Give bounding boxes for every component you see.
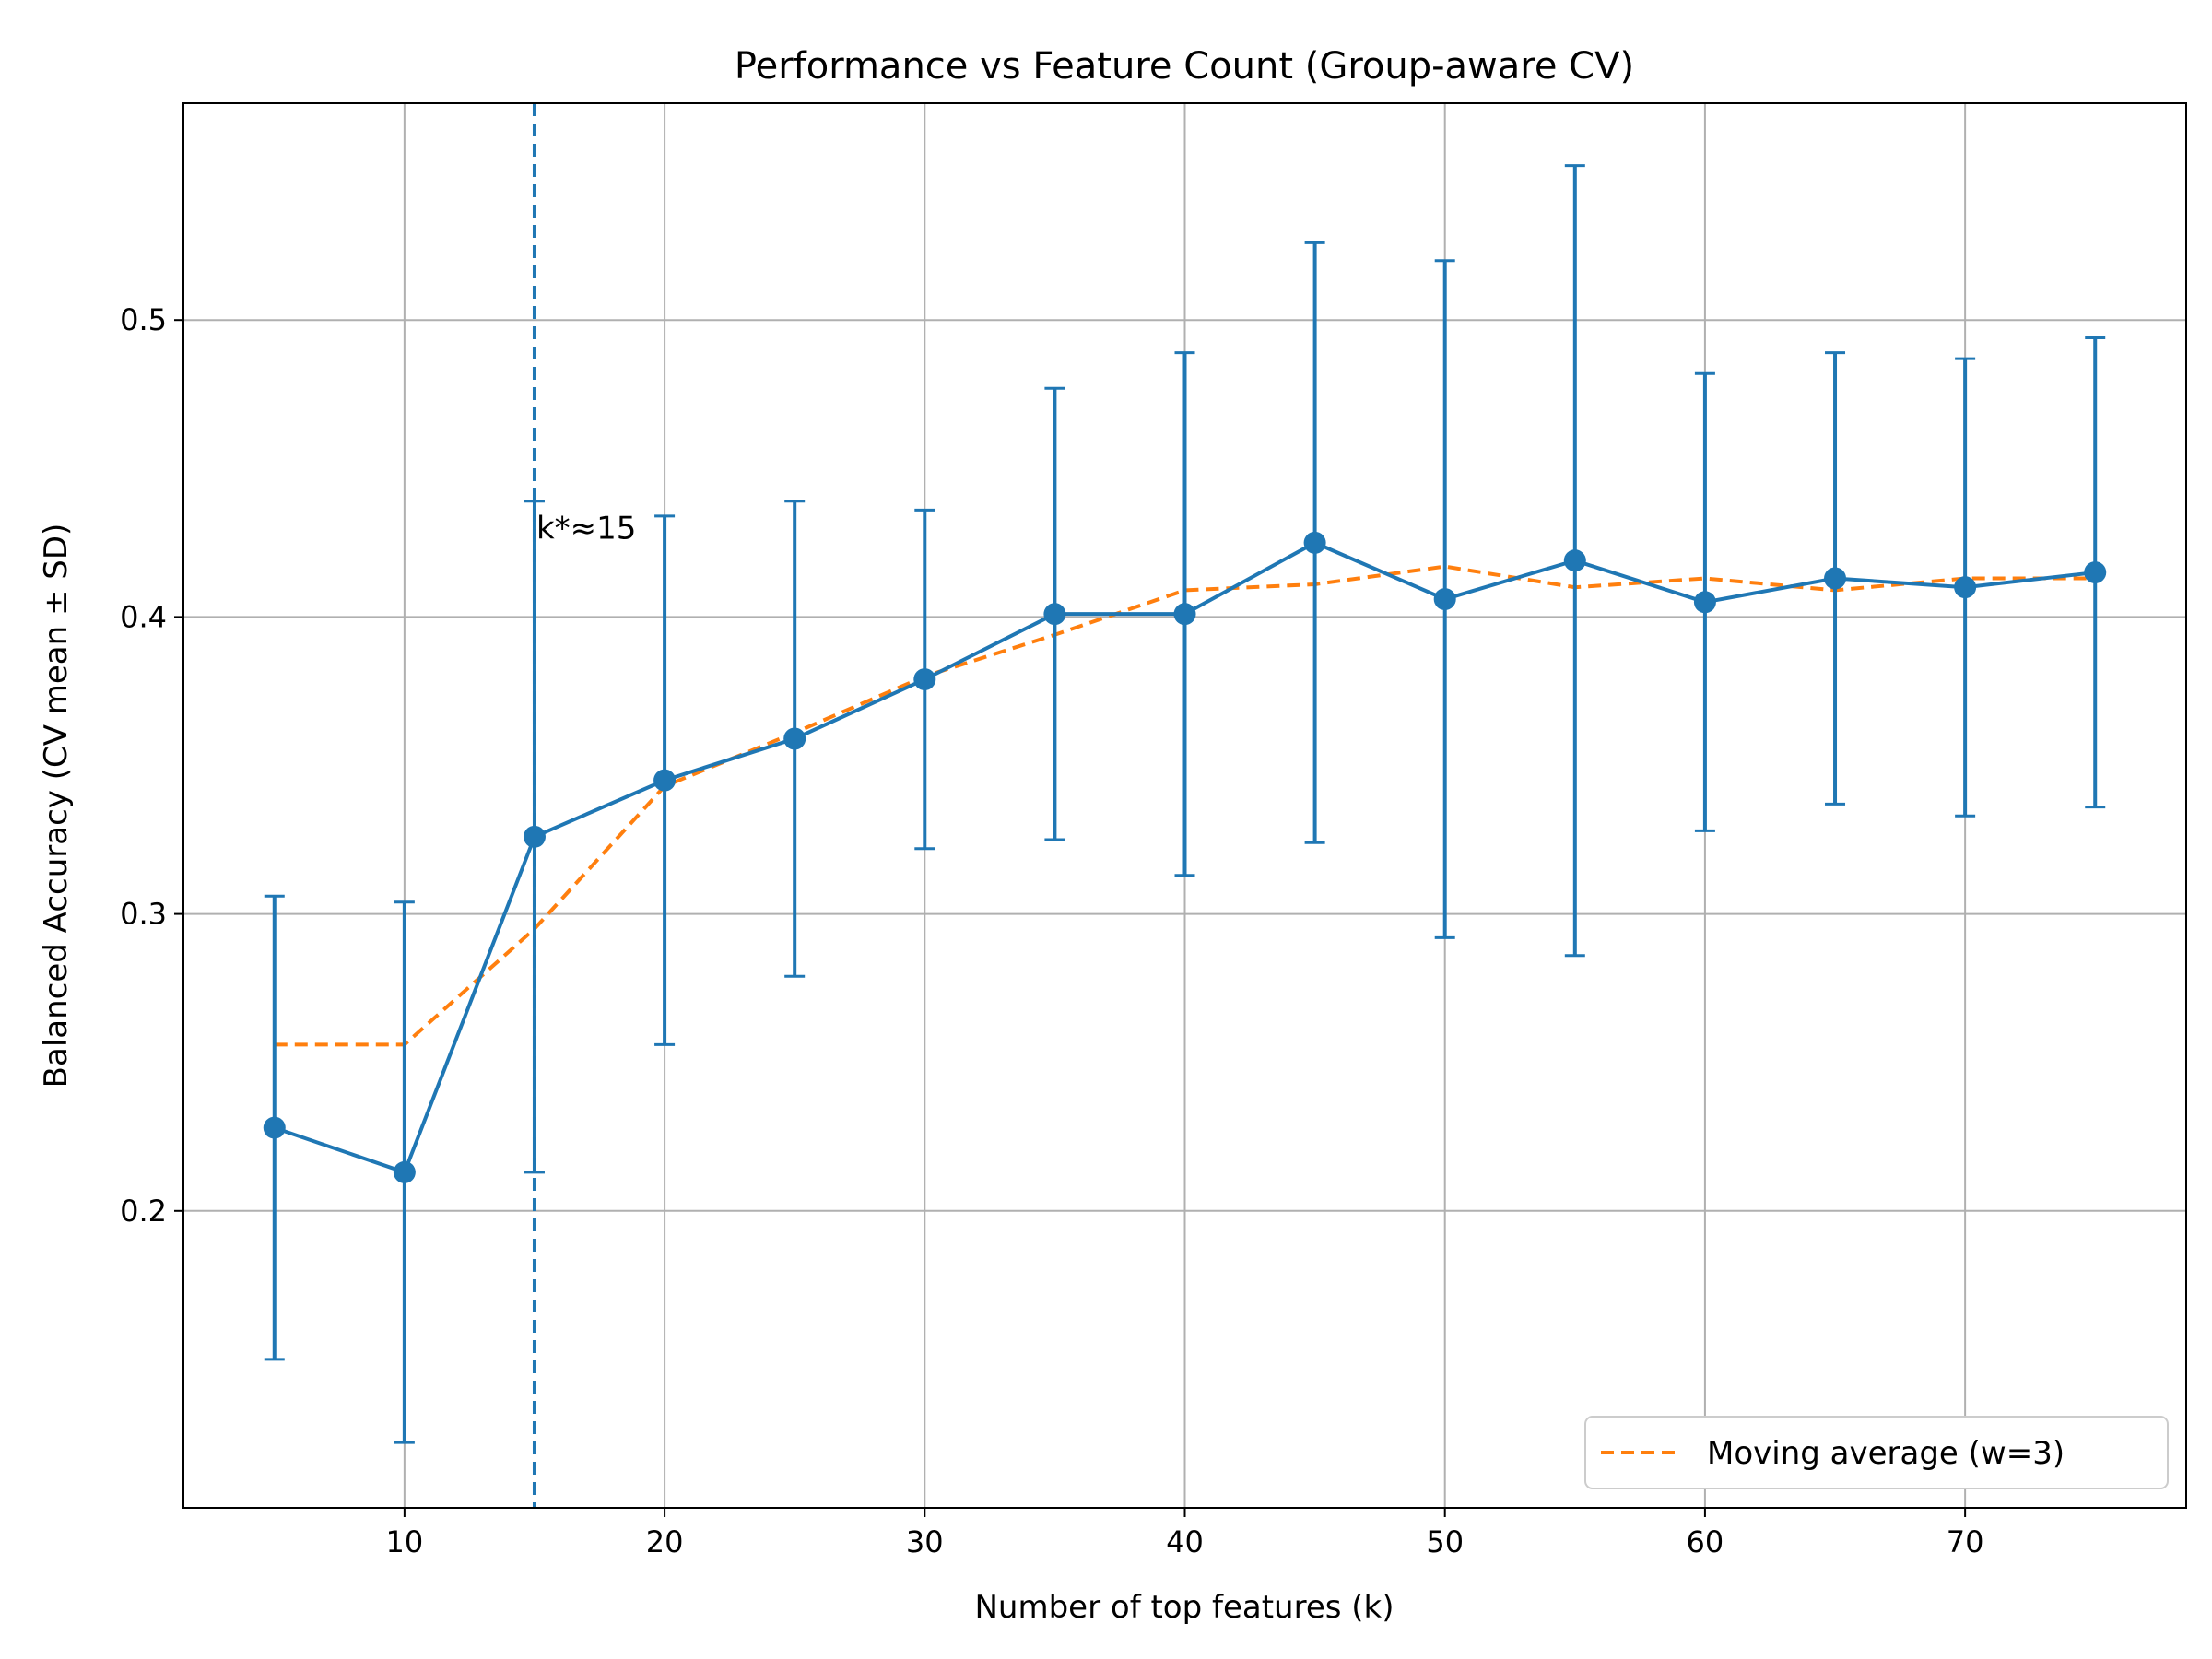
annotation-kstar: k*≈15: [536, 511, 636, 547]
data-layer: [263, 164, 2107, 1444]
y-axis-label: Balanced Accuracy (CV mean ± SD): [38, 524, 75, 1088]
data-point: [1173, 603, 1196, 626]
data-point: [263, 1116, 286, 1139]
data-point: [1954, 576, 1977, 599]
x-tick-label: 20: [646, 1524, 684, 1559]
y-tick-label: 0.3: [120, 897, 167, 932]
data-point: [913, 668, 936, 691]
data-point: [2084, 561, 2107, 584]
x-tick-label: 50: [1426, 1524, 1464, 1559]
data-point: [1824, 567, 1847, 590]
data-point: [783, 727, 806, 750]
data-point: [1563, 549, 1586, 572]
data-point: [1303, 531, 1326, 554]
y-tick-label: 0.4: [120, 599, 167, 634]
legend-box: [1584, 1416, 2169, 1489]
x-tick-label: 10: [386, 1524, 424, 1559]
data-point: [653, 769, 677, 792]
y-tick-label: 0.2: [120, 1194, 167, 1229]
legend: Moving average (w=3): [1584, 1416, 2169, 1489]
x-tick-label: 70: [1947, 1524, 1984, 1559]
chart-title: Performance vs Feature Count (Group-awar…: [735, 45, 1634, 88]
y-tick-label: 0.5: [120, 302, 167, 337]
data-point: [1433, 588, 1456, 611]
x-tick-label: 30: [906, 1524, 944, 1559]
data-point: [523, 825, 546, 848]
x-tick-label: 40: [1166, 1524, 1204, 1559]
x-tick-label: 60: [1687, 1524, 1724, 1559]
x-axis-label: Number of top features (k): [975, 1589, 1394, 1626]
data-point: [1043, 603, 1066, 626]
ticks: 10 20 30 40 50 60 70 0.2 0.3 0.4 0.5: [120, 302, 1983, 1559]
legend-label-moving-average: Moving average (w=3): [1707, 1435, 2065, 1472]
data-point: [1693, 591, 1716, 614]
data-point: [393, 1160, 416, 1183]
